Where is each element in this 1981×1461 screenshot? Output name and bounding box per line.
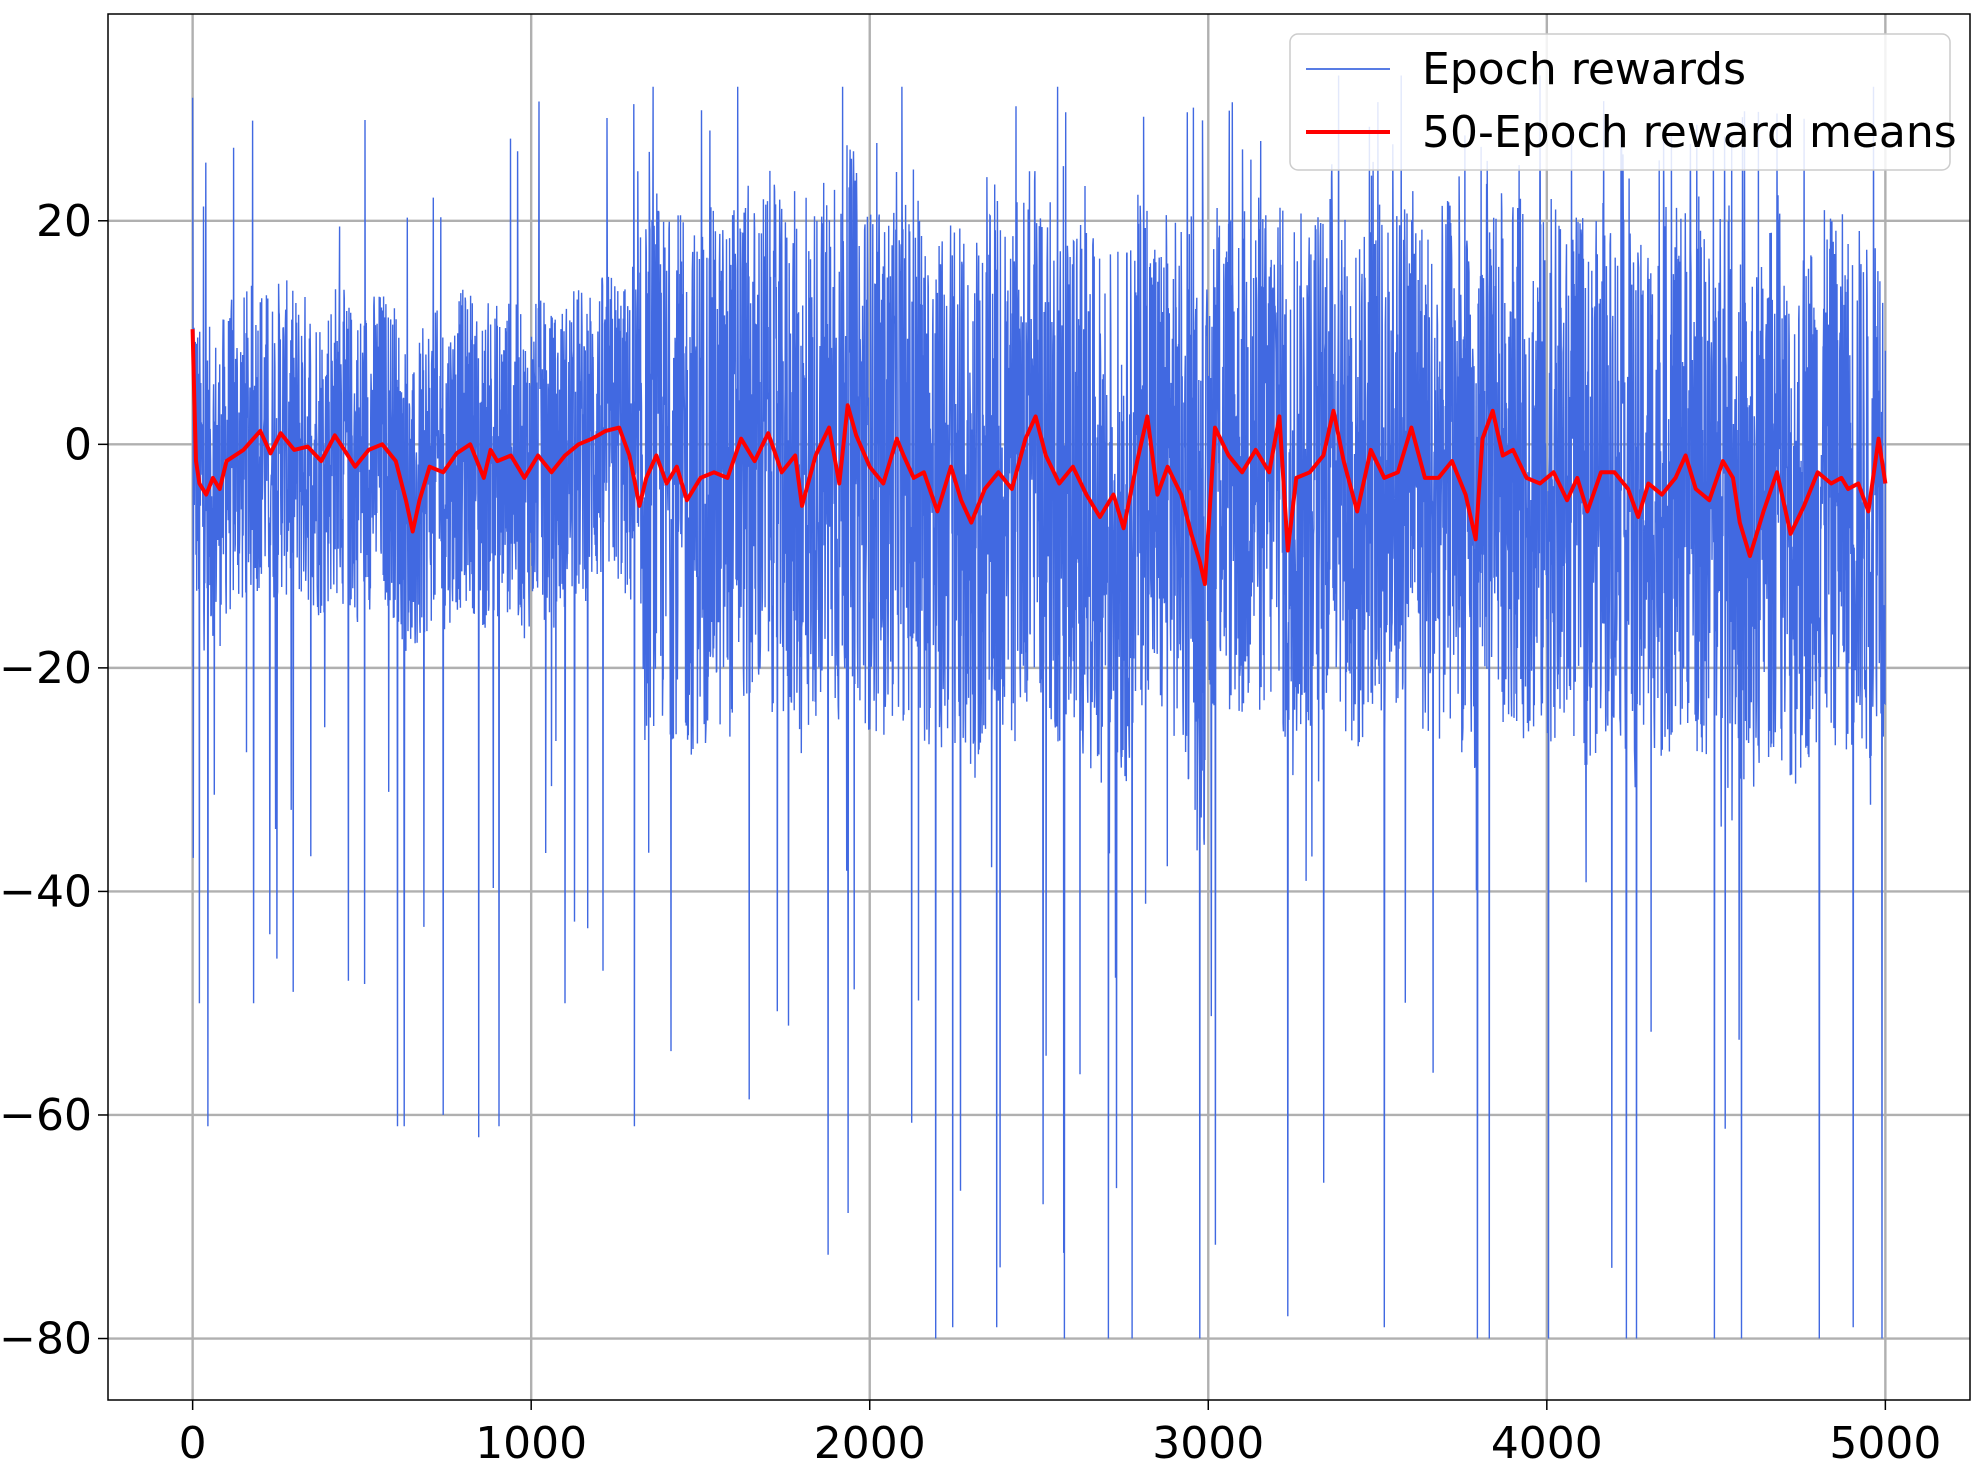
legend-label-epoch-rewards: Epoch rewards xyxy=(1422,44,1746,95)
y-tick-label: −40 xyxy=(0,866,92,917)
y-tick-label: 20 xyxy=(36,196,92,247)
y-axis: 20 0 −20 −40 −60 −80 xyxy=(0,196,108,1365)
x-tick-label: 3000 xyxy=(1152,1418,1264,1461)
epoch-rewards-line xyxy=(191,75,1887,1339)
y-tick-label: −20 xyxy=(0,643,92,694)
legend-box xyxy=(1289,33,1951,171)
x-tick-label: 5000 xyxy=(1829,1418,1941,1461)
legend-label-reward-means: 50-Epoch reward means xyxy=(1422,107,1957,158)
x-tick-label: 1000 xyxy=(475,1418,587,1461)
x-tick-label: 4000 xyxy=(1491,1418,1603,1461)
legend: Epoch rewards 50-Epoch reward means xyxy=(1289,33,1957,171)
x-tick-label: 0 xyxy=(179,1418,207,1461)
y-tick-label: −60 xyxy=(0,1090,92,1141)
x-axis: 0 1000 2000 3000 4000 5000 xyxy=(179,1400,1941,1461)
plot-frame xyxy=(107,13,1971,1401)
y-tick-label: 0 xyxy=(64,419,92,470)
y-tick-label: −80 xyxy=(0,1314,92,1365)
reward-means-line xyxy=(190,329,1888,586)
x-tick-label: 2000 xyxy=(814,1418,926,1461)
